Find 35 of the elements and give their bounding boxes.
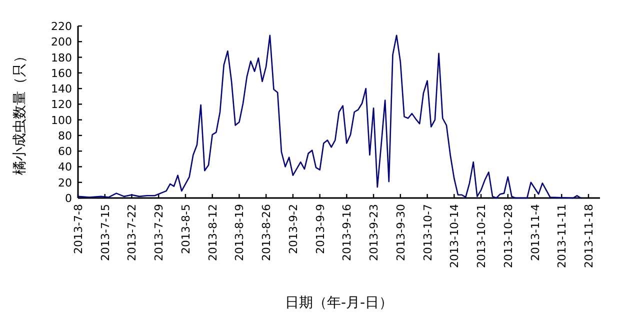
y-axis-title: 橘小成虫数量（只） (12, 49, 28, 175)
x-tick-label: 2013-9-2 (286, 204, 300, 254)
y-tick-label: 40 (58, 160, 72, 174)
x-tick-label: 2013-7-8 (72, 204, 85, 254)
x-tick-label: 2013-8-19 (233, 204, 246, 261)
x-tick-label: 2013-9-30 (394, 204, 408, 261)
x-tick-label: 2013-7-15 (98, 204, 112, 261)
x-tick-label: 2013-8-26 (260, 204, 274, 261)
x-tick-label: 2013-8-12 (206, 204, 220, 261)
x-tick-label: 2013-9-16 (340, 204, 354, 261)
y-tick-label: 160 (51, 66, 72, 80)
y-tick-label: 140 (51, 82, 72, 96)
y-tick-label: 0 (65, 192, 72, 205)
y-tick-label: 80 (58, 129, 72, 142)
x-tick-label: 2013-10-7 (421, 204, 434, 261)
x-tick-label: 2013-10-28 (502, 204, 515, 268)
y-tick-label: 60 (58, 145, 72, 158)
x-tick-label: 2013-7-22 (126, 204, 139, 261)
x-tick-label: 2013-9-23 (368, 204, 381, 261)
x-tick-label: 2013-10-21 (475, 204, 488, 268)
x-tick-label: 2013-11-11 (556, 204, 569, 268)
x-tick-label: 2013-11-18 (582, 204, 596, 268)
x-tick-label: 2013-10-14 (448, 204, 462, 268)
y-tick-label: 180 (51, 51, 72, 64)
x-tick-label: 2013-9-9 (314, 204, 327, 254)
x-tick-label: 2013-7-29 (152, 204, 166, 261)
y-tick-label: 100 (51, 114, 72, 127)
x-tick-label: 2013-11-4 (528, 204, 542, 261)
y-tick-label: 200 (51, 36, 72, 49)
y-tick-label: 20 (58, 176, 72, 190)
line-series (77, 34, 582, 199)
x-tick-label: 2013-8-5 (179, 204, 192, 254)
x-axis-title: 日期（年-月-日） (284, 295, 394, 311)
y-tick-label: 120 (51, 98, 72, 112)
y-tick-label: 220 (51, 20, 72, 33)
